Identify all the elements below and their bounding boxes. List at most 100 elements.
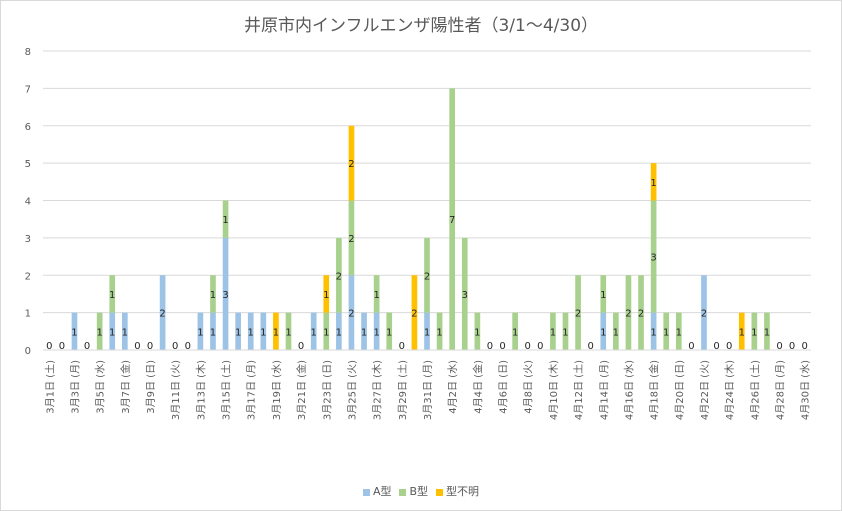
bar-segment (260, 312, 267, 350)
data-label: 0 (134, 341, 140, 352)
data-label: 1 (373, 290, 379, 301)
bar-segment (675, 312, 682, 350)
data-label: 1 (336, 327, 342, 338)
x-tick-label: 3月9日 (日) (145, 360, 157, 414)
data-label: 0 (789, 341, 795, 352)
data-label: 1 (550, 327, 556, 338)
bar-segment (96, 312, 103, 350)
data-label: 0 (185, 341, 191, 352)
data-label: 1 (323, 327, 329, 338)
data-label: 1 (676, 327, 682, 338)
bar-segment (386, 312, 393, 350)
data-label: 0 (84, 341, 90, 352)
legend-swatch (399, 488, 407, 496)
bar-segment (348, 275, 355, 350)
data-label: 1 (210, 327, 216, 338)
legend-swatch (362, 488, 370, 496)
bar-segment (336, 237, 342, 313)
bar-segment (109, 275, 116, 313)
legend-label: 型不明 (446, 485, 480, 498)
x-tick-label: 3月21日 (金) (295, 360, 308, 420)
x-tick-label: 4月4日 (金) (471, 360, 484, 414)
chart-title: 井原市内インフルエンザ陽性者（3/1～4/30） (243, 16, 599, 36)
data-label: 1 (424, 327, 430, 338)
x-tick-label: 4月30日 (水) (800, 360, 812, 420)
bar-segment (373, 275, 380, 313)
data-label: 2 (348, 159, 354, 170)
y-tick-label: 2 (25, 271, 31, 282)
bar-segment (323, 312, 330, 350)
data-label: 1 (361, 327, 367, 338)
y-tick-label: 1 (25, 309, 31, 320)
bar-segment (424, 237, 430, 313)
x-tick-label: 4月24日 (木) (724, 360, 736, 420)
data-label: 1 (751, 327, 757, 338)
data-label: 1 (248, 327, 254, 338)
bar-segment (562, 312, 569, 350)
legend-swatch (436, 488, 444, 496)
bar-segment (222, 237, 229, 350)
x-tick-label: 4月28日 (月) (775, 360, 787, 420)
bar-segment (764, 312, 770, 350)
bar-segment (235, 312, 241, 350)
data-label: 1 (210, 290, 216, 301)
data-label: 2 (348, 234, 354, 245)
y-tick-label: 8 (25, 47, 31, 58)
data-label: 0 (587, 341, 593, 352)
data-label: 1 (235, 327, 241, 338)
x-tick-label: 4月14日 (月) (598, 360, 610, 420)
bar-segment (625, 275, 632, 350)
legend-item: 型不明 (436, 483, 479, 499)
x-tick-label: 4月12日 (土) (572, 360, 585, 420)
legend-item: B型 (399, 483, 428, 499)
y-tick-label: 7 (25, 84, 31, 95)
x-tick-label: 3月25日 (火) (346, 360, 358, 420)
x-tick-label: 4月26日 (土) (748, 360, 761, 420)
x-tick-label: 3月11日 (火) (170, 360, 182, 420)
bar-segment (650, 200, 657, 313)
data-label: 1 (562, 327, 568, 338)
bar-segment (323, 275, 330, 313)
data-label: 1 (600, 327, 606, 338)
bar-segment (600, 275, 607, 313)
data-label: 3 (222, 290, 228, 301)
y-tick-label: 4 (25, 197, 31, 208)
bar-segment (71, 312, 78, 350)
x-tick-label: 3月19日 (水) (271, 360, 283, 420)
bar-segment (449, 88, 456, 350)
legend-label: A型 (372, 485, 392, 498)
bar-segment (461, 237, 468, 350)
bar-segment (663, 312, 670, 350)
data-label: 0 (399, 341, 405, 352)
data-label: 1 (323, 290, 329, 301)
bar-segment (159, 275, 166, 350)
data-label: 1 (96, 327, 102, 338)
bar-segment (650, 312, 657, 350)
x-tick-label: 3月31日 (月) (422, 360, 434, 420)
x-tick-label: 4月20日 (日) (674, 360, 686, 420)
data-label: 1 (739, 327, 745, 338)
bar-segment (348, 125, 355, 201)
data-label: 1 (273, 327, 279, 338)
bar-segment (638, 275, 644, 350)
x-tick-label: 3月3日 (月) (69, 360, 81, 414)
x-tick-label: 4月18日 (金) (648, 360, 661, 420)
data-label: 2 (336, 271, 342, 282)
data-label: 1 (764, 327, 770, 338)
x-tick-label: 3月5日 (水) (95, 360, 107, 414)
bar-segment (310, 312, 317, 350)
legend: A型 B型 型不明 (1, 483, 841, 499)
data-label: 1 (613, 327, 619, 338)
data-label: 1 (474, 327, 480, 338)
bar-segment (373, 312, 380, 350)
data-label: 0 (499, 341, 505, 352)
x-tick-label: 3月7日 (金) (119, 360, 132, 414)
data-label: 0 (147, 341, 153, 352)
data-label: 1 (222, 215, 228, 226)
data-label: 0 (298, 341, 304, 352)
data-label: 3 (462, 290, 468, 301)
bar-segment (751, 312, 758, 350)
data-label: 1 (373, 327, 379, 338)
data-label: 7 (449, 215, 455, 226)
x-tick-label: 4月22日 (火) (699, 360, 711, 420)
